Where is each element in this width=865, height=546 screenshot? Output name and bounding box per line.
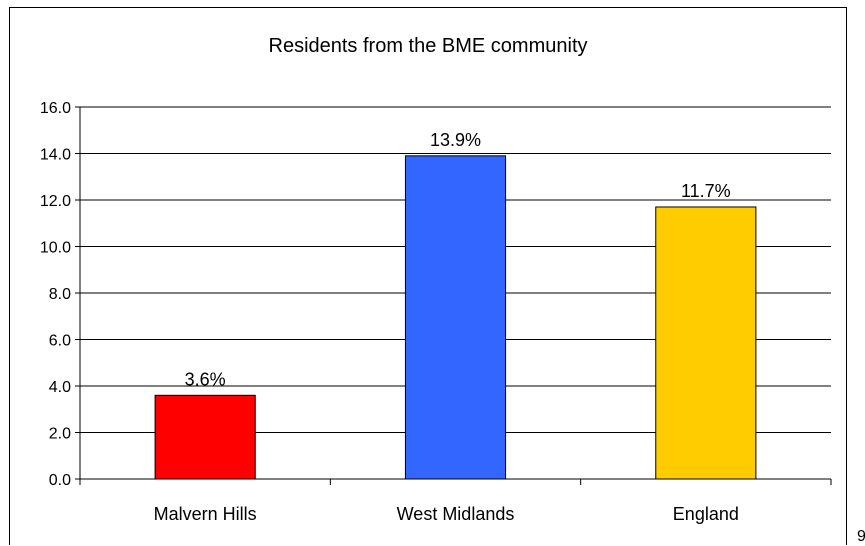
y-tick-label: 0.0: [49, 472, 71, 489]
data-label: 11.7%: [681, 181, 731, 201]
y-tick-label: 10.0: [40, 240, 71, 257]
x-tick-label: Malvern Hills: [154, 504, 257, 524]
y-tick-label: 14.0: [40, 147, 71, 164]
y-tick-label: 6.0: [49, 333, 71, 350]
y-tick-label: 4.0: [49, 379, 71, 396]
data-label: 13.9%: [430, 130, 481, 150]
axes: [75, 106, 832, 485]
page-number: 9: [857, 528, 865, 545]
data-label: 3.6%: [185, 369, 226, 389]
y-tick-label: 12.0: [40, 193, 71, 210]
bars: [154, 155, 757, 480]
y-tick-label: 8.0: [49, 286, 71, 303]
x-tick-label: England: [673, 504, 739, 524]
chart-title: Residents from the BME community: [269, 35, 588, 57]
x-tick-label: West Midlands: [397, 504, 515, 524]
y-tick-label: 2.0: [49, 426, 71, 443]
labels: 0.0 2.0 4.0 6.0 8.0 10.0 12.0 14.0 16.0 3.6% Malve…: [40, 100, 739, 524]
bar: [154, 394, 256, 480]
bar: [404, 155, 507, 480]
bar: [655, 206, 757, 480]
y-tick-label: 16.0: [40, 100, 71, 117]
